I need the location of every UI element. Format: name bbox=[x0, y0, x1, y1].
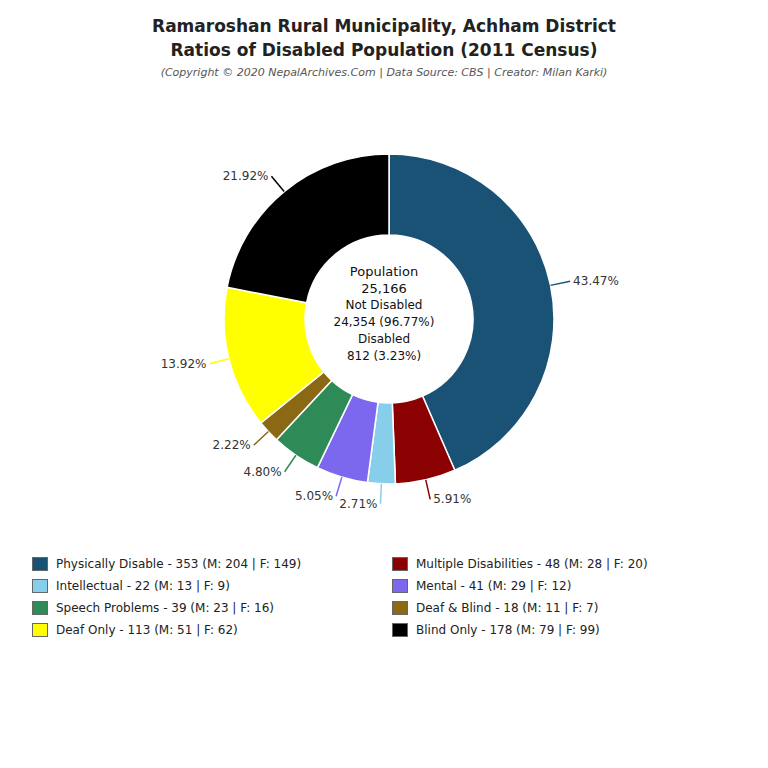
svg-text:21.92%: 21.92% bbox=[223, 169, 269, 183]
html-text:(Copyright © 2020 NepalArchive: (Copyright © 2020 NepalArchives.Com | Da… bbox=[160, 66, 608, 79]
svg-text:5.05%: 5.05% bbox=[295, 489, 333, 503]
html-text:Multiple Disabilities - 48 (M:: Multiple Disabilities - 48 (M: 28 | F: 2… bbox=[416, 557, 648, 571]
html-text:Ramaroshan Rural Municipality,: Ramaroshan Rural Municipality, Achham Di… bbox=[152, 16, 616, 36]
html-text:Blind Only - 178 (M: 79 | F: 9: Blind Only - 178 (M: 79 | F: 99) bbox=[416, 623, 600, 637]
html-text:Disabled: Disabled bbox=[357, 332, 411, 346]
html-text:Physically Disable - 353 (M: 2: Physically Disable - 353 (M: 204 | F: 14… bbox=[56, 557, 302, 571]
svg-text:4.80%: 4.80% bbox=[244, 465, 282, 479]
html-text:Not Disabled: Not Disabled bbox=[345, 298, 423, 312]
svg-text:5.91%: 5.91% bbox=[433, 492, 471, 506]
html-text:Intellectual - 22 (M: 13 | F:: Intellectual - 22 (M: 13 | F: 9) bbox=[56, 579, 230, 593]
html-text:Deaf Only - 113 (M: 51 | F: 62: Deaf Only - 113 (M: 51 | F: 62) bbox=[56, 623, 238, 637]
html-text:Mental - 41 (M: 29 | F: 12): Mental - 41 (M: 29 | F: 12) bbox=[416, 579, 572, 593]
svg-text:2.22%: 2.22% bbox=[213, 438, 251, 452]
html-text:Population: Population bbox=[349, 264, 419, 279]
svg-text:43.47%: 43.47% bbox=[573, 274, 619, 288]
html-text:Ratios of Disabled Population: Ratios of Disabled Population (2011 Cens… bbox=[170, 40, 598, 60]
html-text:24,354 (96.77%): 24,354 (96.77%) bbox=[333, 315, 435, 329]
html-text:812 (3.23%): 812 (3.23%) bbox=[346, 349, 422, 363]
html-text:Speech Problems - 39 (M: 23 |: Speech Problems - 39 (M: 23 | F: 16) bbox=[56, 601, 274, 615]
html-text:25,166: 25,166 bbox=[361, 281, 407, 296]
svg-text:13.92%: 13.92% bbox=[161, 357, 207, 371]
svg-text:2.71%: 2.71% bbox=[339, 497, 377, 511]
html-text:Deaf & Blind - 18 (M: 11 | F:: Deaf & Blind - 18 (M: 11 | F: 7) bbox=[416, 601, 599, 615]
